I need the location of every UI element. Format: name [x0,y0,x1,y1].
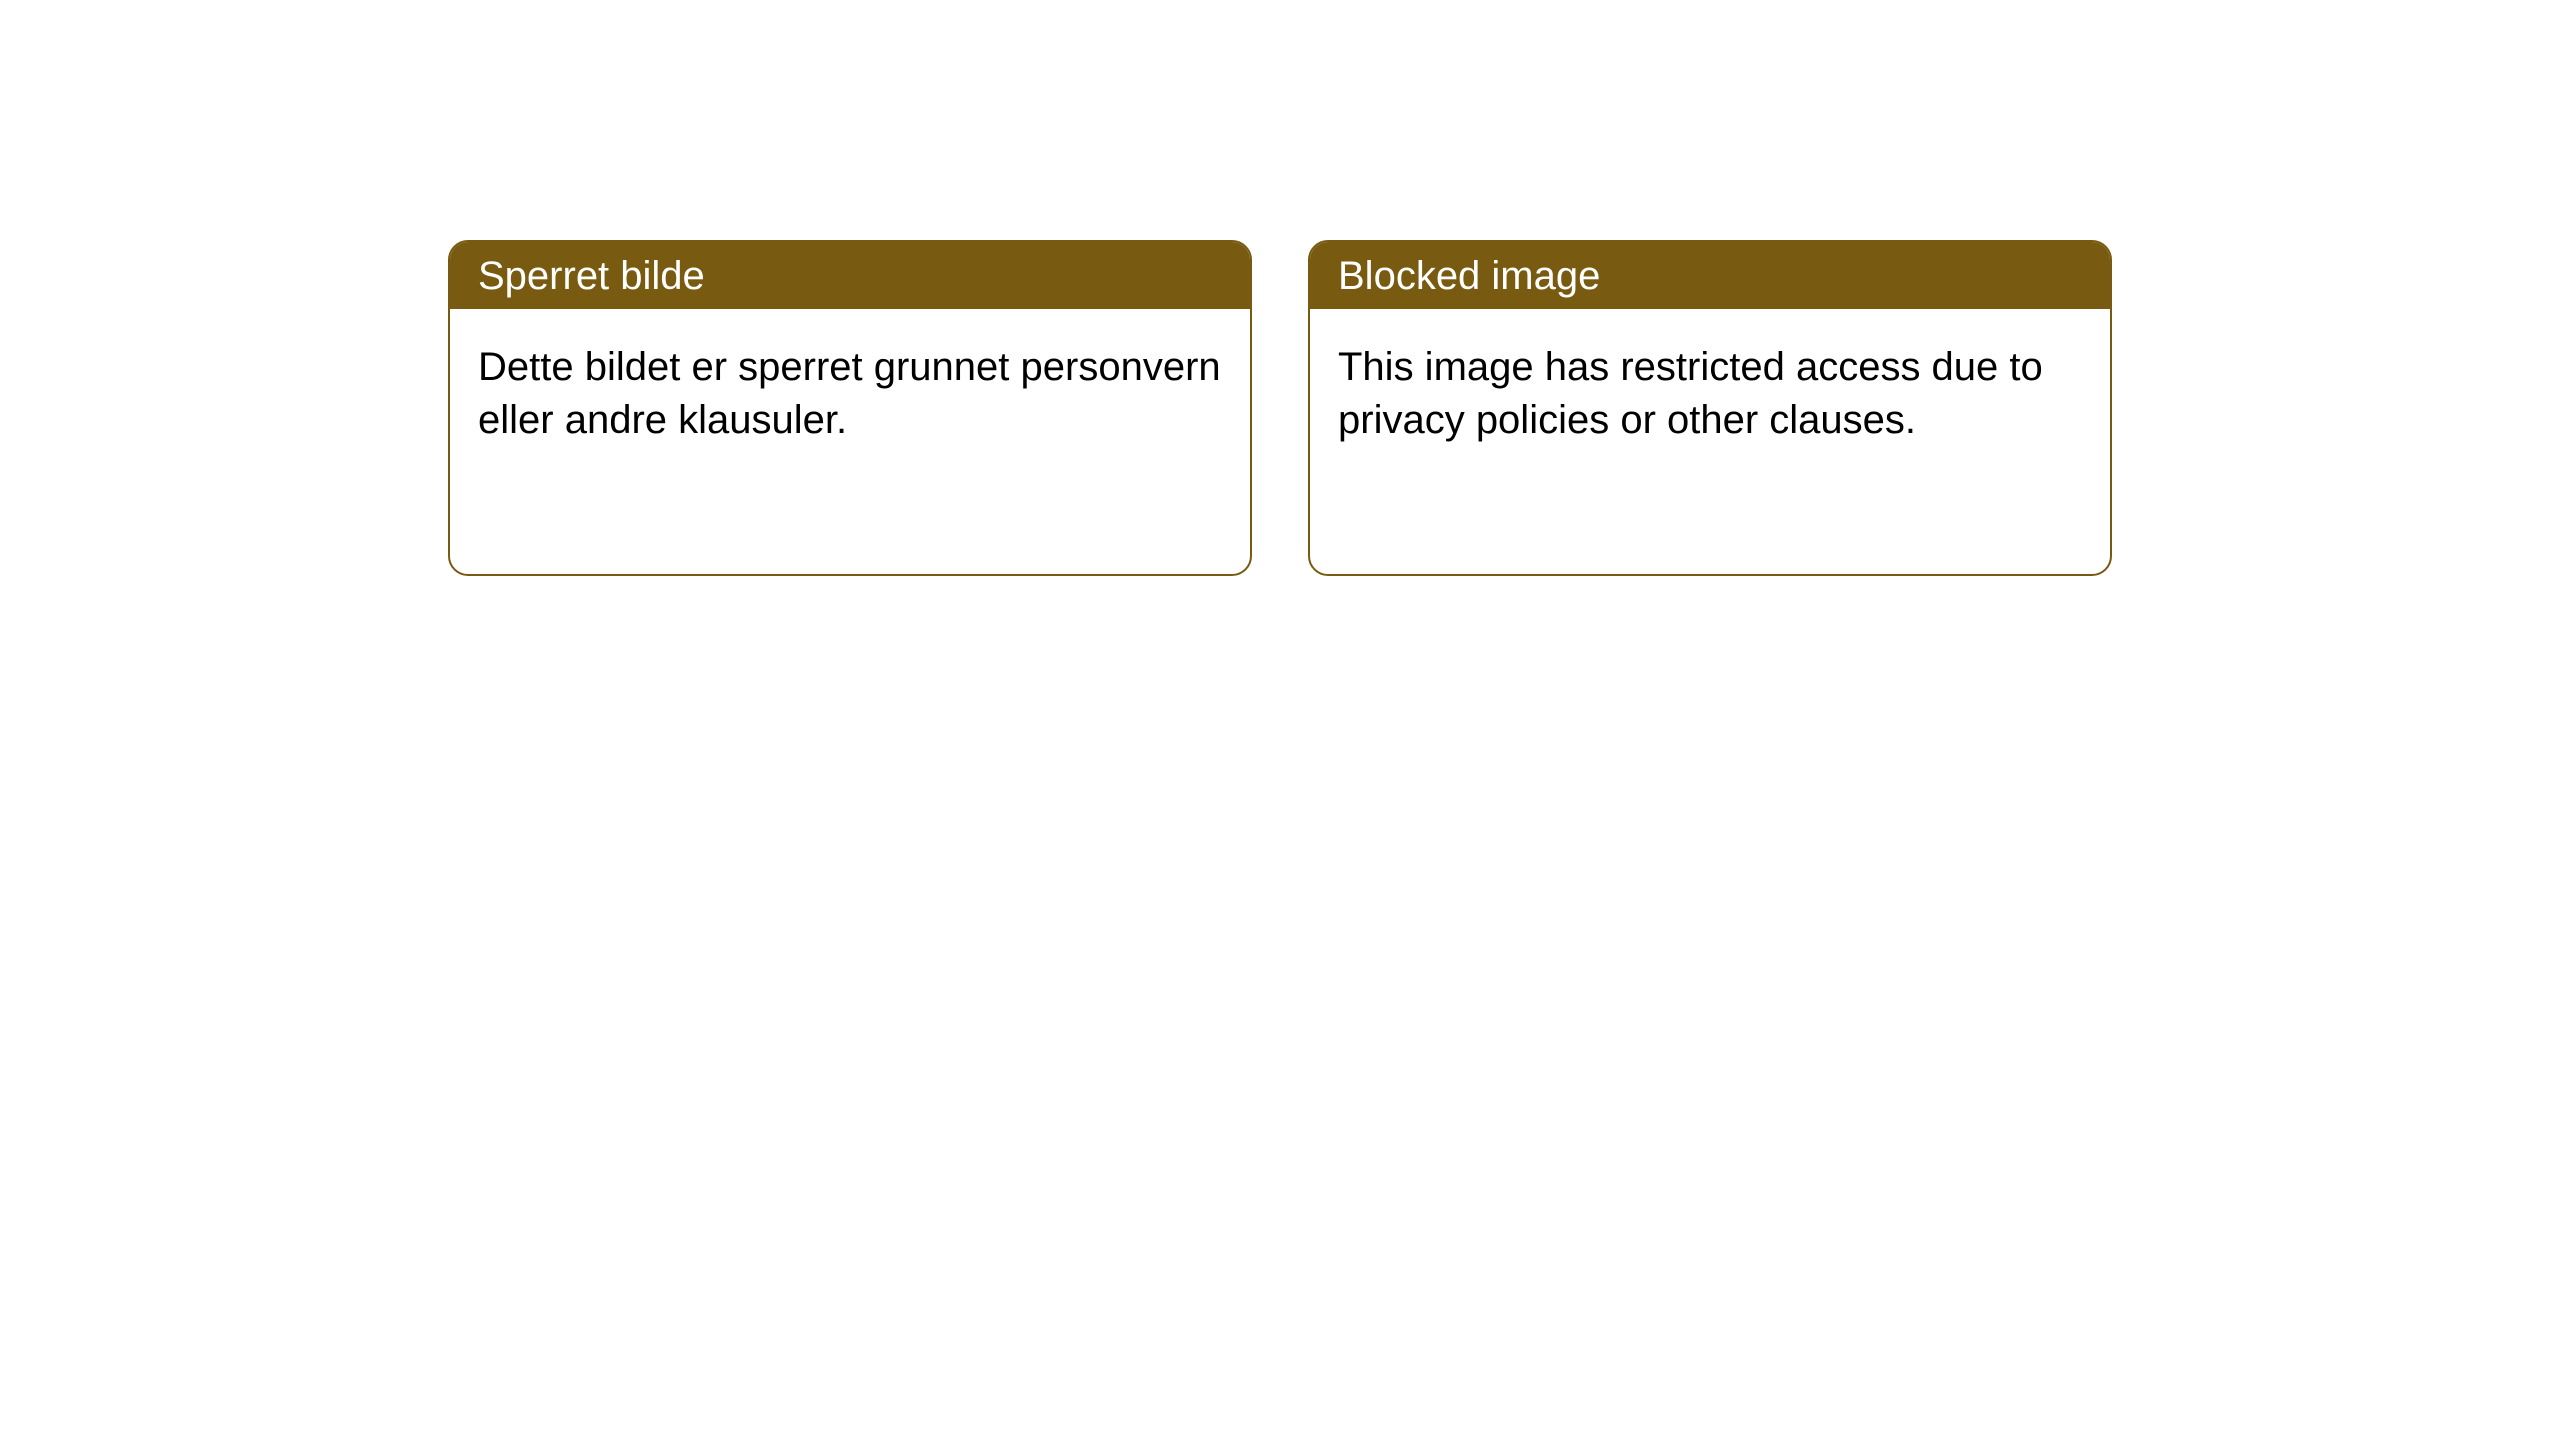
card-no: Sperret bilde Dette bildet er sperret gr… [448,240,1252,576]
card-no-header: Sperret bilde [450,242,1250,309]
card-en-header: Blocked image [1310,242,2110,309]
cards-row: Sperret bilde Dette bildet er sperret gr… [448,240,2112,576]
card-no-body: Dette bildet er sperret grunnet personve… [450,309,1250,475]
card-en: Blocked image This image has restricted … [1308,240,2112,576]
card-en-body: This image has restricted access due to … [1310,309,2110,475]
stage: Sperret bilde Dette bildet er sperret gr… [0,0,2560,1440]
